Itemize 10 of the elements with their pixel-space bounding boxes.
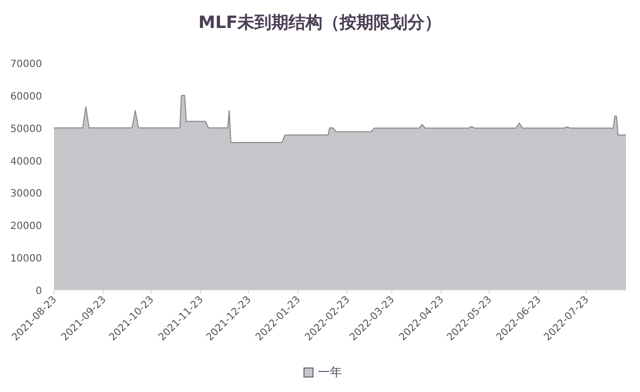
y-tick-label: 30000 <box>10 188 42 200</box>
y-tick-label: 40000 <box>10 156 42 168</box>
y-tick-label: 20000 <box>10 221 42 232</box>
y-tick-label: 70000 <box>10 59 42 70</box>
y-tick-label: 10000 <box>10 254 42 265</box>
y-tick-label: 0 <box>36 286 42 297</box>
y-tick-label: 50000 <box>10 124 42 135</box>
legend-label: 一年 <box>318 365 342 379</box>
chart-title: MLF未到期结构（按期限划分） <box>198 13 442 33</box>
y-tick-label: 60000 <box>10 91 42 102</box>
